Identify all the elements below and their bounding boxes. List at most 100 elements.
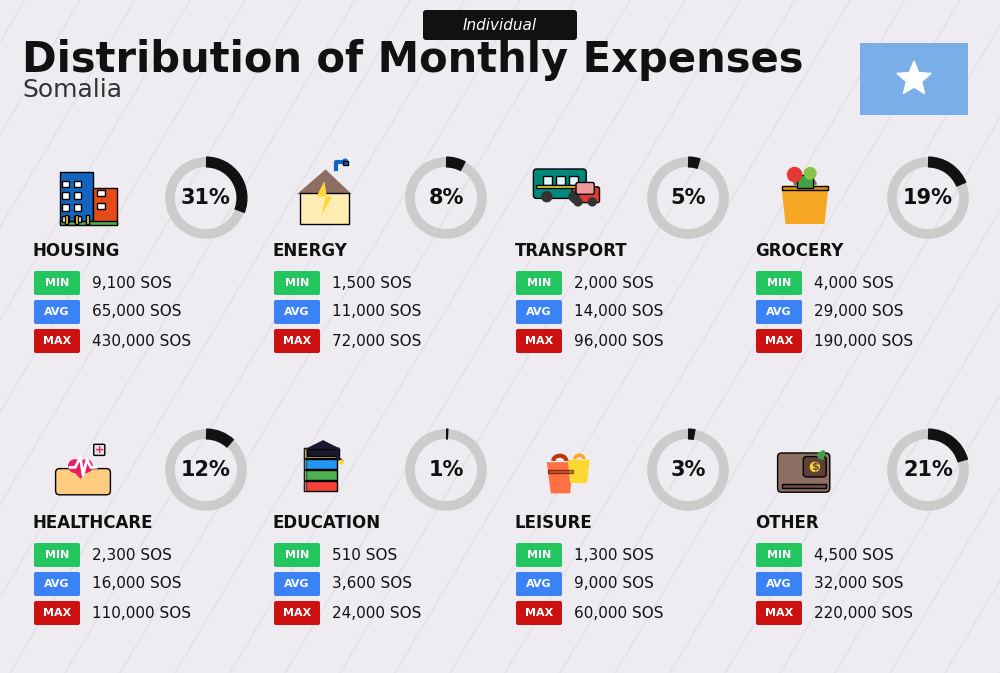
Text: 110,000 SOS: 110,000 SOS (92, 606, 191, 621)
FancyBboxPatch shape (516, 543, 562, 567)
Text: $: $ (811, 462, 819, 472)
FancyBboxPatch shape (576, 182, 594, 194)
Polygon shape (316, 181, 332, 215)
FancyBboxPatch shape (803, 456, 826, 477)
Text: AVG: AVG (284, 307, 310, 317)
Text: 1%: 1% (428, 460, 464, 480)
Text: 19%: 19% (903, 188, 953, 208)
FancyBboxPatch shape (756, 300, 802, 324)
FancyBboxPatch shape (756, 329, 802, 353)
Text: AVG: AVG (526, 307, 552, 317)
FancyBboxPatch shape (756, 543, 802, 567)
FancyBboxPatch shape (94, 444, 105, 456)
FancyBboxPatch shape (423, 10, 577, 40)
Text: AVG: AVG (526, 579, 552, 589)
FancyBboxPatch shape (274, 300, 320, 324)
FancyBboxPatch shape (516, 329, 562, 353)
FancyBboxPatch shape (274, 601, 320, 625)
Text: LEISURE: LEISURE (515, 514, 593, 532)
FancyBboxPatch shape (62, 204, 69, 211)
Text: 4,000 SOS: 4,000 SOS (814, 275, 894, 291)
FancyBboxPatch shape (34, 572, 80, 596)
Text: MAX: MAX (43, 336, 71, 346)
FancyBboxPatch shape (304, 470, 337, 480)
FancyBboxPatch shape (548, 470, 573, 472)
FancyBboxPatch shape (533, 169, 586, 199)
Text: Somalia: Somalia (22, 78, 122, 102)
FancyBboxPatch shape (516, 601, 562, 625)
FancyBboxPatch shape (60, 221, 117, 225)
Text: 510 SOS: 510 SOS (332, 548, 397, 563)
FancyBboxPatch shape (274, 543, 320, 567)
Circle shape (804, 167, 817, 180)
Circle shape (573, 197, 583, 207)
Text: 24,000 SOS: 24,000 SOS (332, 606, 421, 621)
Text: OTHER: OTHER (755, 514, 819, 532)
FancyBboxPatch shape (304, 470, 306, 480)
Circle shape (588, 197, 597, 207)
FancyBboxPatch shape (304, 448, 337, 458)
Text: AVG: AVG (766, 579, 792, 589)
FancyBboxPatch shape (65, 215, 68, 224)
FancyBboxPatch shape (304, 481, 337, 491)
Circle shape (342, 158, 348, 165)
FancyBboxPatch shape (307, 449, 339, 456)
FancyBboxPatch shape (756, 601, 802, 625)
FancyBboxPatch shape (62, 215, 69, 223)
FancyBboxPatch shape (782, 186, 828, 190)
FancyBboxPatch shape (274, 572, 320, 596)
FancyBboxPatch shape (304, 481, 306, 491)
Text: 190,000 SOS: 190,000 SOS (814, 334, 913, 349)
Circle shape (79, 459, 93, 473)
Text: Individual: Individual (463, 17, 537, 32)
Text: MAX: MAX (283, 336, 311, 346)
Polygon shape (69, 466, 92, 479)
Text: 12%: 12% (181, 460, 231, 480)
Text: 60,000 SOS: 60,000 SOS (574, 606, 664, 621)
FancyBboxPatch shape (342, 161, 348, 165)
Circle shape (339, 460, 344, 465)
Text: 2,000 SOS: 2,000 SOS (574, 275, 654, 291)
FancyBboxPatch shape (860, 43, 968, 115)
FancyBboxPatch shape (304, 459, 306, 469)
Text: AVG: AVG (44, 307, 70, 317)
FancyBboxPatch shape (56, 468, 110, 495)
FancyBboxPatch shape (300, 192, 349, 224)
FancyBboxPatch shape (516, 300, 562, 324)
Text: MIN: MIN (767, 278, 791, 288)
FancyBboxPatch shape (34, 271, 80, 295)
FancyBboxPatch shape (86, 215, 89, 224)
FancyBboxPatch shape (797, 174, 813, 188)
Text: MAX: MAX (765, 336, 793, 346)
Circle shape (541, 191, 553, 203)
FancyBboxPatch shape (274, 329, 320, 353)
Text: 3%: 3% (670, 460, 706, 480)
Text: MIN: MIN (285, 550, 309, 560)
FancyBboxPatch shape (756, 271, 802, 295)
FancyBboxPatch shape (74, 204, 81, 211)
Text: 5%: 5% (670, 188, 706, 208)
Text: 9,100 SOS: 9,100 SOS (92, 275, 172, 291)
FancyBboxPatch shape (756, 572, 802, 596)
Text: MIN: MIN (527, 278, 551, 288)
FancyBboxPatch shape (34, 300, 80, 324)
FancyBboxPatch shape (304, 459, 337, 469)
FancyBboxPatch shape (74, 215, 81, 223)
Text: 31%: 31% (181, 188, 231, 208)
Text: 32,000 SOS: 32,000 SOS (814, 577, 904, 592)
Text: ENERGY: ENERGY (273, 242, 348, 260)
Text: +: + (95, 445, 104, 455)
Text: HOUSING: HOUSING (33, 242, 120, 260)
Text: 2,300 SOS: 2,300 SOS (92, 548, 172, 563)
FancyBboxPatch shape (34, 601, 80, 625)
FancyBboxPatch shape (62, 192, 69, 199)
Text: 65,000 SOS: 65,000 SOS (92, 304, 182, 320)
FancyBboxPatch shape (74, 180, 81, 187)
FancyBboxPatch shape (93, 188, 117, 224)
Circle shape (810, 462, 820, 472)
Text: 9,000 SOS: 9,000 SOS (574, 577, 654, 592)
Text: AVG: AVG (44, 579, 70, 589)
FancyBboxPatch shape (543, 176, 552, 185)
FancyBboxPatch shape (274, 271, 320, 295)
FancyBboxPatch shape (516, 271, 562, 295)
